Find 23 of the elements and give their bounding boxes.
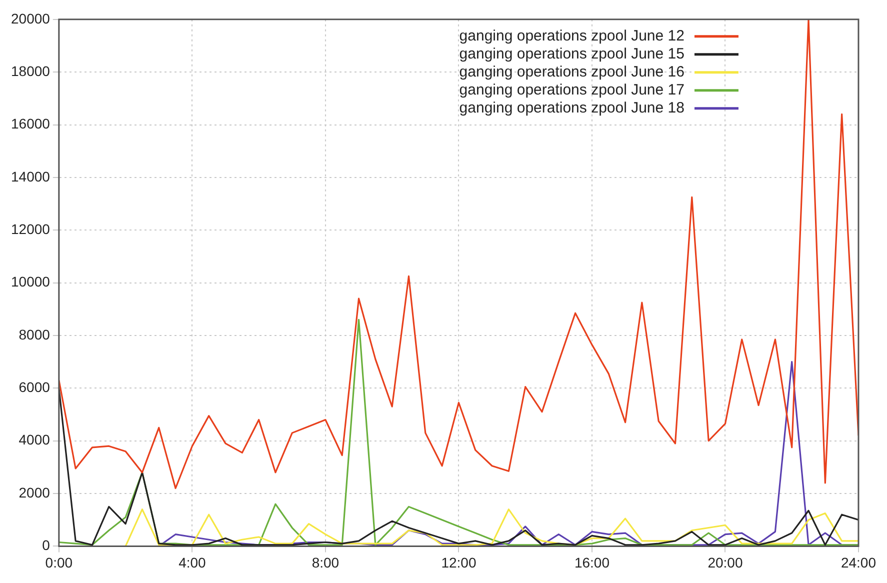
x-tick-label: 20:00 [708,554,743,570]
x-tick-label: 0:00 [45,554,73,570]
y-tick-label: 18000 [10,62,50,79]
y-tick-label: 4000 [18,432,50,448]
y-tick-label: 0 [42,537,50,554]
legend-label: ganging operations zpool June 12 [459,28,684,45]
y-tick-label: 6000 [18,379,50,396]
y-tick-label: 10000 [10,274,50,290]
x-tick-label: 24:00 [840,554,876,570]
y-tick-label: 8000 [18,326,50,342]
x-tick-label: 16:00 [574,554,610,570]
y-tick-label: 12000 [10,220,50,237]
legend-label: ganging operations zpool June 18 [459,100,684,117]
y-tick-label: 14000 [10,168,50,184]
legend-label: ganging operations zpool June 16 [459,64,684,81]
y-tick-label: 20000 [10,10,50,26]
x-tick-label: 12:00 [441,554,476,570]
legend-label: ganging operations zpool June 15 [459,46,684,63]
x-tick-label: 4:00 [178,554,206,570]
legend-label: ganging operations zpool June 17 [459,82,684,99]
y-tick-label: 16000 [10,116,50,132]
x-tick-label: 8:00 [312,554,340,570]
y-tick-label: 2000 [18,484,50,500]
